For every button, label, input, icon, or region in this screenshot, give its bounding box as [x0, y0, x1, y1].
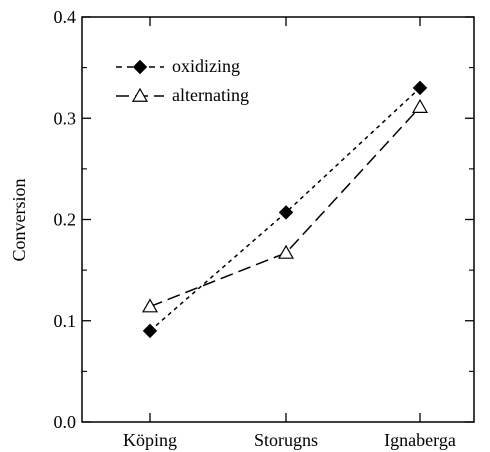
- y-tick-label: 0.1: [54, 311, 77, 331]
- axis-ticks: [82, 16, 474, 423]
- y-axis-title: Conversion: [9, 179, 29, 262]
- y-tick-labels: 0.0 0.1 0.2 0.3 0.4: [54, 7, 77, 432]
- point-alternating: [277, 244, 295, 259]
- y-tick-label: 0.0: [54, 412, 77, 432]
- point-alternating: [411, 98, 429, 113]
- legend-label-oxidizing: oxidizing: [172, 56, 240, 76]
- x-tick-label: Ignaberga: [384, 430, 456, 450]
- point-oxidizing: [278, 205, 294, 220]
- point-oxidizing: [142, 323, 158, 339]
- x-tick-labels: Köping Storugns Ignaberga: [123, 430, 456, 450]
- x-tick-label: Storugns: [254, 430, 318, 450]
- y-tick-label: 0.4: [54, 7, 77, 27]
- y-tick-label: 0.2: [54, 210, 77, 230]
- point-oxidizing: [412, 80, 428, 96]
- point-alternating: [141, 298, 159, 313]
- legend: oxidizing alternating: [116, 56, 249, 105]
- legend-marker-alternating: [131, 87, 149, 102]
- y-tick-label: 0.3: [54, 108, 77, 128]
- series-line-alternating: [149, 106, 421, 308]
- x-tick-label: Köping: [123, 430, 177, 450]
- legend-label-alternating: alternating: [172, 85, 249, 105]
- legend-marker-oxidizing: [132, 59, 148, 75]
- series-layer: [141, 80, 429, 339]
